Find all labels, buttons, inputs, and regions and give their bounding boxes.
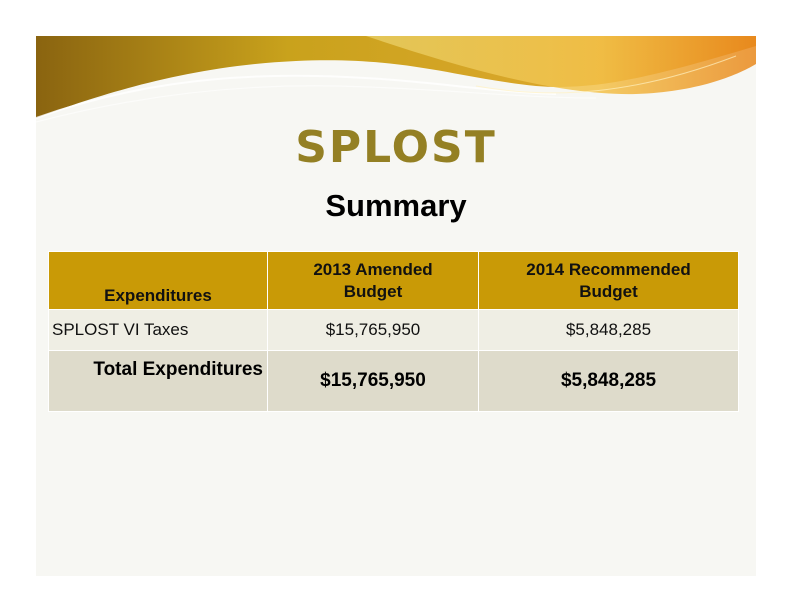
slide: SPLOST Summary Expenditures 2013 Amended…: [36, 36, 756, 576]
header-2013-line2: Budget: [343, 281, 403, 301]
slide-title: SPLOST: [295, 122, 497, 173]
table-row: SPLOST VI Taxes $15,765,950 $5,848,285: [48, 309, 739, 351]
table-header-row: Expenditures 2013 Amended Budget 2014 Re…: [48, 251, 739, 310]
decorative-wave-banner: [36, 36, 756, 123]
header-expenditures: Expenditures: [48, 251, 268, 310]
row-2013-amended-value: $15,765,950: [267, 309, 479, 351]
total-row: Total Expenditures $15,765,950 $5,848,28…: [48, 350, 739, 412]
row-2014-recommended-value: $5,848,285: [478, 309, 739, 351]
slide-subtitle: Summary: [325, 188, 467, 223]
total-2013-amended-value: $15,765,950: [267, 350, 479, 412]
budget-summary-table: Expenditures 2013 Amended Budget 2014 Re…: [48, 251, 739, 412]
header-2014-line2: Budget: [579, 281, 638, 301]
header-2014-recommended-budget: 2014 Recommended Budget: [478, 251, 739, 310]
row-label: SPLOST VI Taxes: [48, 309, 268, 351]
header-2013-amended-budget: 2013 Amended Budget: [267, 251, 479, 310]
total-2014-recommended-value: $5,848,285: [478, 350, 739, 412]
header-2013-line1: 2013 Amended: [313, 259, 433, 279]
total-label: Total Expenditures: [48, 350, 268, 412]
header-2014-line1: 2014 Recommended: [526, 259, 691, 279]
